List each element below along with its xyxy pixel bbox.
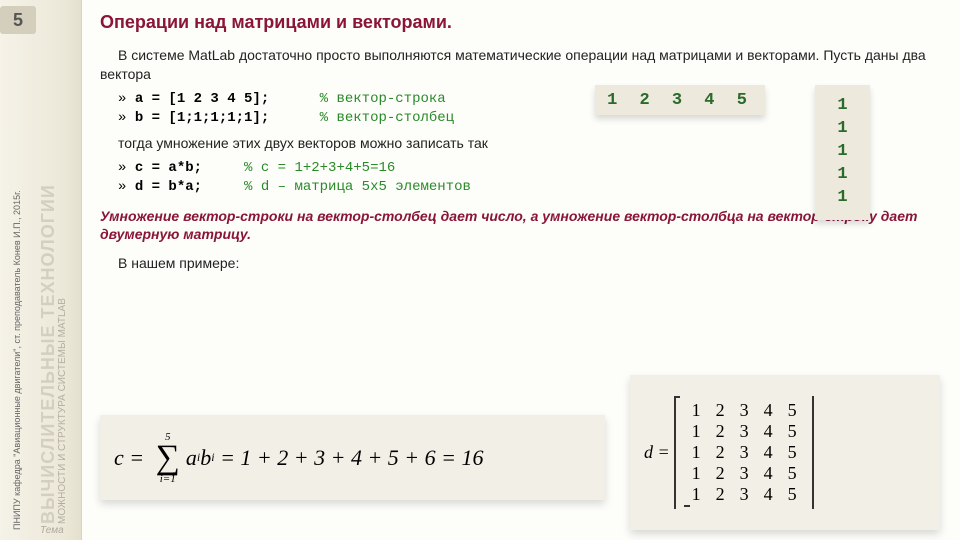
- equation-d: d = 12345 12345 12345 12345 12345: [630, 375, 940, 530]
- matrix-row: 12345: [684, 442, 804, 463]
- column-vector-box: 1 1 1 1 1: [815, 85, 870, 220]
- matrix-row: 12345: [684, 400, 804, 421]
- vec-col-item: 1: [837, 95, 847, 118]
- tema-label: Тема: [40, 525, 64, 536]
- sidebar-watermark-title: ВЫЧИСЛИТЕЛЬНЫЕ ТЕХНОЛОГИИ: [38, 14, 59, 524]
- slide-title: Операции над матрицами и векторами.: [100, 10, 950, 34]
- matrix-row: 12345: [684, 421, 804, 442]
- vec-col-item: 1: [837, 141, 847, 164]
- matrix-row: 12345: [684, 463, 804, 484]
- paragraph-3: В нашем примере:: [100, 254, 950, 273]
- row-vector-box: 1 2 3 4 5: [595, 85, 765, 115]
- paragraph-1: В системе MatLab достаточно просто выпол…: [100, 46, 950, 84]
- sidebar-citation: ПНИПУ кафедра "Авиационные двигатели", с…: [12, 10, 22, 530]
- matrix-bracket: 12345 12345 12345 12345 12345: [674, 396, 814, 509]
- summation-symbol: 5 ∑ i=1: [156, 431, 180, 485]
- vec-col-item: 1: [837, 187, 847, 210]
- equation-c: c = 5 ∑ i=1 aibi = 1 + 2 + 3 + 4 + 5 + 6…: [100, 415, 605, 500]
- vec-col-item: 1: [837, 118, 847, 141]
- vec-col-item: 1: [837, 164, 847, 187]
- matrix-row: 12345: [684, 484, 804, 505]
- sidebar-watermark: ВЫЧИСЛИТЕЛЬНЫЕ ТЕХНОЛОГИИ МОЖНОСТИ И СТР…: [38, 14, 68, 524]
